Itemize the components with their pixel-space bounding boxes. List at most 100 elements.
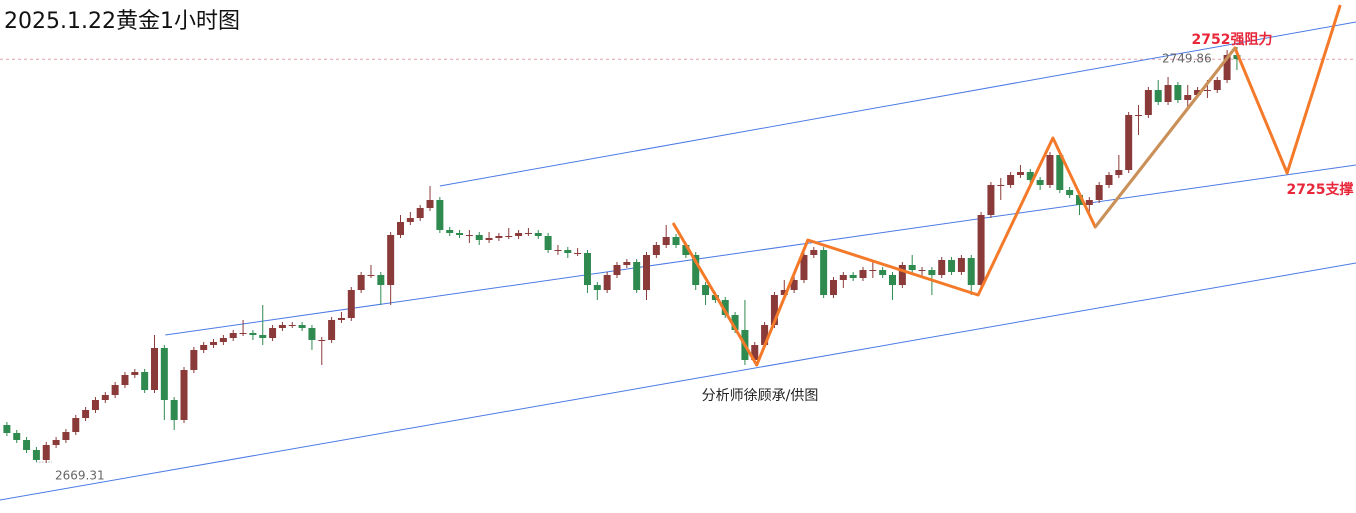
candle-body — [1154, 90, 1162, 102]
candle-body — [829, 280, 837, 295]
candle-body — [603, 275, 611, 290]
candle-body — [1056, 155, 1064, 190]
trend-line — [439, 21, 1356, 187]
candle-body — [170, 400, 178, 420]
candle-body — [1095, 185, 1103, 200]
last-price-label: 2749.86 — [1162, 52, 1212, 66]
candle-body — [977, 215, 985, 285]
candle-body — [583, 253, 591, 285]
candle-body — [967, 258, 975, 285]
candle-body — [1203, 90, 1211, 91]
candle-body — [288, 325, 296, 326]
candle-body — [249, 333, 257, 335]
candle-body — [495, 236, 503, 238]
candle-body — [800, 255, 808, 280]
candle-body — [731, 315, 739, 330]
candle-body — [682, 245, 690, 255]
candle-body — [643, 255, 651, 290]
candle-body — [406, 218, 414, 222]
candle-body — [633, 262, 641, 290]
candle-body — [436, 200, 444, 230]
candle-body — [416, 208, 424, 218]
candle-body — [810, 250, 818, 255]
candle-body — [150, 348, 158, 390]
trend-line — [165, 164, 1356, 336]
candle-body — [121, 375, 129, 385]
candle-body — [456, 233, 464, 235]
candle-body — [1066, 190, 1074, 195]
candle-body — [574, 253, 582, 254]
candle-body — [957, 258, 965, 272]
candle-body — [780, 290, 788, 295]
candle-body — [879, 270, 887, 275]
candle-body — [229, 333, 237, 338]
candle-body — [397, 222, 405, 235]
candle-body — [869, 270, 877, 271]
candle-body — [91, 400, 99, 410]
plot — [0, 4, 1356, 501]
candle-body — [1115, 170, 1123, 175]
candle-body — [82, 410, 90, 418]
candle-body — [623, 262, 631, 265]
candle-body — [465, 235, 473, 236]
candle-body — [446, 230, 454, 233]
candle-body — [1233, 55, 1241, 60]
candle-body — [544, 236, 552, 250]
support-label: 2725支撑 — [1287, 181, 1354, 198]
candle-body — [938, 260, 946, 275]
candle-body — [505, 236, 513, 237]
candle-body — [42, 445, 50, 460]
low-price-label: 2669.31 — [55, 469, 105, 483]
candle-body — [298, 325, 306, 328]
candle-body — [820, 250, 828, 295]
candle-body — [32, 450, 40, 460]
candle-body — [761, 325, 769, 345]
candle-body — [672, 237, 680, 245]
candle-body — [485, 238, 493, 240]
candle-body — [652, 245, 660, 255]
candle-body — [997, 185, 1005, 186]
candle-body — [751, 345, 759, 360]
candle-body — [52, 440, 60, 445]
trend-line — [0, 262, 1356, 501]
candle-body — [475, 235, 483, 240]
candle-body — [72, 418, 80, 432]
candle-body — [1075, 195, 1083, 205]
source-label: 分析师徐顾承/供图 — [702, 388, 819, 404]
candle-body — [554, 250, 562, 251]
candle-body — [534, 233, 542, 236]
candle-body — [1085, 200, 1093, 205]
candle-body — [839, 275, 847, 280]
candle-body — [1194, 90, 1202, 95]
candle-body — [269, 328, 277, 338]
candle-body — [200, 345, 208, 350]
candle-body — [426, 200, 434, 208]
candle-body — [328, 320, 336, 340]
candle-body — [1036, 180, 1044, 185]
candle-body — [692, 255, 700, 285]
candle-body — [908, 265, 916, 270]
candle-body — [1105, 175, 1113, 185]
candle-body — [180, 370, 188, 420]
candle-body — [859, 270, 867, 278]
candle-body — [593, 285, 601, 290]
candle-body — [1144, 90, 1152, 115]
candle-body — [928, 270, 936, 275]
candle-body — [662, 237, 670, 245]
trend-line — [671, 4, 1342, 367]
candle-body — [308, 328, 316, 340]
candle-body — [1046, 155, 1054, 185]
candle-body — [367, 275, 375, 276]
candle-body — [1213, 80, 1221, 90]
candle-body — [948, 260, 956, 272]
candle-body — [889, 275, 897, 285]
candle-body — [1007, 175, 1015, 185]
candle-body — [1164, 85, 1172, 102]
candle-body — [160, 348, 168, 400]
candle-body — [278, 325, 286, 328]
candle-body — [190, 350, 198, 370]
candle-body — [210, 342, 218, 345]
candle-body — [101, 395, 109, 400]
candle-body — [1223, 55, 1231, 80]
